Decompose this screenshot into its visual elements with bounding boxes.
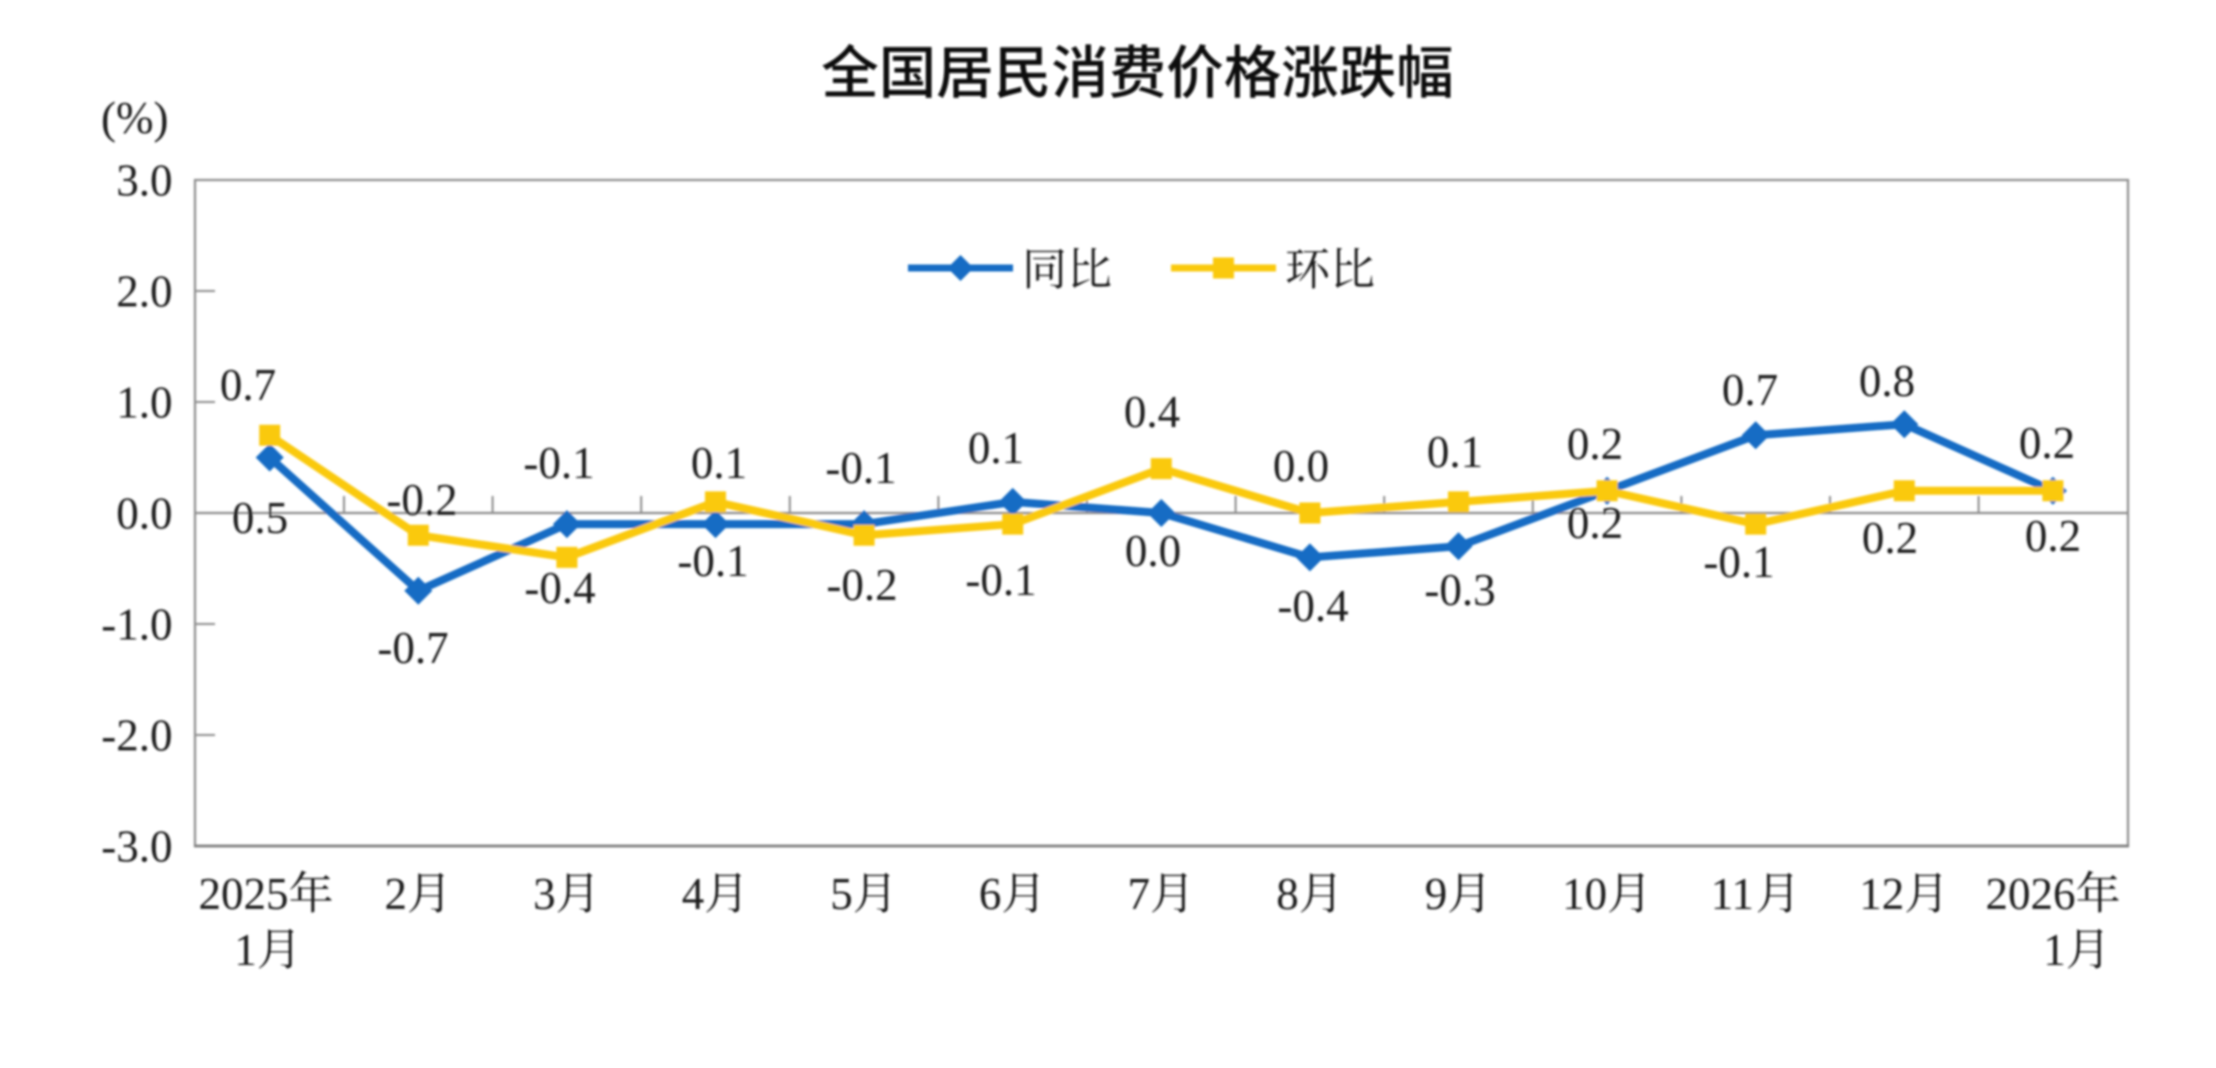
svg-text:-0.1: -0.1 [965, 555, 1036, 605]
svg-text:0.5: 0.5 [232, 493, 288, 543]
svg-text:10: 10 [1562, 869, 1607, 919]
svg-text:4: 4 [682, 869, 705, 919]
svg-text:0.1: 0.1 [968, 423, 1024, 473]
svg-text:2026: 2026 [1986, 869, 2076, 919]
svg-text:0.0: 0.0 [1273, 441, 1329, 491]
svg-text:11: 11 [1711, 869, 1754, 919]
svg-text:0.2: 0.2 [1567, 498, 1623, 548]
svg-text:7: 7 [1128, 869, 1151, 919]
svg-text:-0.1: -0.1 [523, 438, 594, 488]
svg-text:0.2: 0.2 [1567, 419, 1623, 469]
svg-text:(%): (%) [101, 93, 168, 143]
svg-text:0.2: 0.2 [1862, 513, 1918, 563]
svg-text:0.8: 0.8 [1859, 356, 1915, 406]
svg-text:-0.3: -0.3 [1424, 565, 1495, 615]
svg-text:0.0: 0.0 [116, 489, 172, 539]
svg-text:0.7: 0.7 [1722, 365, 1778, 415]
svg-text:0.0: 0.0 [1125, 526, 1181, 576]
svg-text:-2.0: -2.0 [101, 711, 172, 761]
svg-text:0.1: 0.1 [691, 438, 747, 488]
svg-text:-0.4: -0.4 [1277, 581, 1348, 631]
svg-text:2025: 2025 [199, 869, 289, 919]
svg-text:2.0: 2.0 [116, 267, 172, 317]
svg-text:-0.1: -0.1 [1703, 537, 1774, 587]
svg-text:0.7: 0.7 [220, 360, 276, 410]
svg-text:8: 8 [1276, 869, 1299, 919]
svg-text:0.1: 0.1 [1427, 427, 1483, 477]
svg-text:0.2: 0.2 [2025, 511, 2081, 561]
svg-text:-0.2: -0.2 [826, 560, 897, 610]
svg-text:5: 5 [830, 869, 853, 919]
svg-text:-0.2: -0.2 [386, 475, 457, 525]
svg-text:-0.4: -0.4 [524, 563, 595, 613]
svg-text:-1.0: -1.0 [101, 600, 172, 650]
svg-text:1: 1 [234, 925, 257, 975]
svg-text:6: 6 [979, 869, 1002, 919]
svg-text:3: 3 [533, 869, 556, 919]
svg-text:1.0: 1.0 [116, 378, 172, 428]
svg-text:9: 9 [1425, 869, 1448, 919]
svg-text:0.4: 0.4 [1124, 387, 1180, 437]
svg-text:0.2: 0.2 [2019, 418, 2075, 468]
svg-text:12: 12 [1859, 869, 1904, 919]
svg-text:-3.0: -3.0 [101, 822, 172, 872]
svg-text:-0.1: -0.1 [825, 443, 896, 493]
svg-text:-0.1: -0.1 [677, 536, 748, 586]
svg-text:3.0: 3.0 [116, 156, 172, 206]
svg-text:1: 1 [2043, 925, 2066, 975]
svg-text:2: 2 [385, 869, 408, 919]
svg-text:-0.7: -0.7 [377, 623, 448, 673]
